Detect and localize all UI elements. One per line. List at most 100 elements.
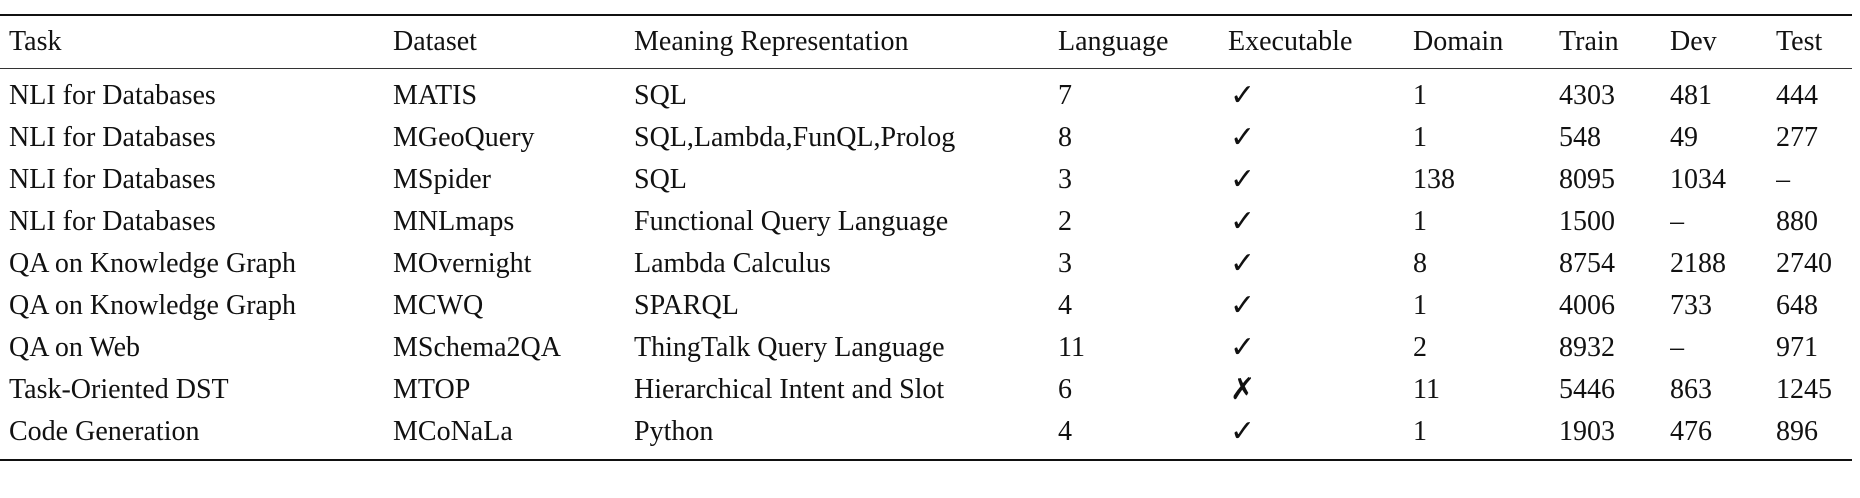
cell-test: 971 [1776,332,1818,363]
checkmark-icon: ✓ [1230,413,1256,449]
cell-test: – [1776,164,1790,195]
cell-task: QA on Knowledge Graph [9,248,296,279]
cell-dev: – [1670,332,1684,363]
cell-test: 896 [1776,416,1818,447]
cell-dataset: MCWQ [393,290,484,321]
cell-dataset: MTOP [393,374,471,405]
cell-language: 3 [1058,164,1072,195]
cell-domain: 1 [1413,416,1427,447]
cell-executable: ✓ [1228,201,1413,244]
cross-icon: ✗ [1230,371,1256,407]
cell-task: Code Generation [9,416,200,447]
cell-dataset: MSpider [393,164,491,195]
cell-train: 8932 [1559,332,1615,363]
cell-train: 548 [1559,122,1601,153]
table-row: QA on Web MSchema2QA ThingTalk Query Lan… [0,327,1852,369]
table-row: Code Generation MCoNaLa Python 4 ✓ 1 190… [0,411,1852,453]
cell-train: 4303 [1559,80,1615,111]
checkmark-icon: ✓ [1230,77,1256,113]
cell-dev: 49 [1670,122,1698,153]
table-row: NLI for Databases MNLmaps Functional Que… [0,201,1852,243]
cell-dev: 1034 [1670,164,1726,195]
cell-task: NLI for Databases [9,122,216,153]
cell-meaning-representation: Hierarchical Intent and Slot [634,374,945,405]
cell-language: 7 [1058,80,1072,111]
header-meaning-representation: Meaning Representation [634,26,909,57]
checkmark-icon: ✓ [1230,287,1256,323]
cell-dev: 2188 [1670,248,1726,279]
cell-domain: 138 [1413,164,1455,195]
cell-language: 11 [1058,332,1085,363]
cell-domain: 1 [1413,206,1427,237]
header-task: Task [9,26,62,57]
cell-meaning-representation: SQL [634,80,687,111]
table-row: QA on Knowledge Graph MOvernight Lambda … [0,243,1852,285]
header-test: Test [1776,26,1823,57]
cell-train: 4006 [1559,290,1615,321]
cell-executable: ✗ [1228,369,1413,412]
cell-dataset: MSchema2QA [393,332,561,363]
checkmark-icon: ✓ [1230,161,1256,197]
table-row: NLI for Databases MSpider SQL 3 ✓ 138 80… [0,159,1852,201]
cell-test: 1245 [1776,374,1832,405]
cell-meaning-representation: ThingTalk Query Language [634,332,945,363]
cell-train: 8754 [1559,248,1615,279]
cell-domain: 1 [1413,122,1427,153]
bottom-rule [0,459,1852,461]
header-language: Language [1058,26,1169,57]
cell-test: 444 [1776,80,1818,111]
cell-train: 8095 [1559,164,1615,195]
cell-executable: ✓ [1228,117,1413,160]
cell-meaning-representation: Lambda Calculus [634,248,831,279]
table-row: NLI for Databases MATIS SQL 7 ✓ 1 4303 4… [0,75,1852,117]
cell-task: QA on Web [9,332,141,363]
cell-meaning-representation: Python [634,416,714,447]
cell-dataset: MOvernight [393,248,532,279]
cell-executable: ✓ [1228,285,1413,328]
checkmark-icon: ✓ [1230,245,1256,281]
cell-task: NLI for Databases [9,164,216,195]
cell-language: 4 [1058,416,1072,447]
table-body: NLI for Databases MATIS SQL 7 ✓ 1 4303 4… [0,69,1852,459]
cell-meaning-representation: SQL,Lambda,FunQL,Prolog [634,122,956,153]
cell-executable: ✓ [1228,327,1413,370]
cell-test: 2740 [1776,248,1832,279]
cell-train: 5446 [1559,374,1615,405]
cell-executable: ✓ [1228,159,1413,202]
cell-executable: ✓ [1228,243,1413,286]
table-row: QA on Knowledge Graph MCWQ SPARQL 4 ✓ 1 … [0,285,1852,327]
cell-dev: 481 [1670,80,1712,111]
top-rule [0,14,1852,16]
cell-train: 1500 [1559,206,1615,237]
cell-domain: 8 [1413,248,1427,279]
checkmark-icon: ✓ [1230,119,1256,155]
cell-test: 648 [1776,290,1818,321]
cell-dev: 476 [1670,416,1712,447]
cell-domain: 1 [1413,80,1427,111]
cell-dev: 733 [1670,290,1712,321]
cell-domain: 1 [1413,290,1427,321]
cell-executable: ✓ [1228,75,1413,118]
cell-dataset: MNLmaps [393,206,515,237]
header-domain: Domain [1413,26,1504,57]
cell-executable: ✓ [1228,411,1413,454]
checkmark-icon: ✓ [1230,329,1256,365]
cell-meaning-representation: Functional Query Language [634,206,949,237]
header-executable: Executable [1228,26,1353,57]
cell-language: 2 [1058,206,1072,237]
cell-language: 6 [1058,374,1072,405]
checkmark-icon: ✓ [1230,203,1256,239]
cell-language: 4 [1058,290,1072,321]
cell-task: NLI for Databases [9,206,216,237]
header-dataset: Dataset [393,26,477,57]
cell-dataset: MGeoQuery [393,122,535,153]
cell-train: 1903 [1559,416,1615,447]
cell-test: 277 [1776,122,1818,153]
table-row: Task-Oriented DST MTOP Hierarchical Inte… [0,369,1852,411]
header-dev: Dev [1670,26,1717,57]
cell-domain: 11 [1413,374,1440,405]
cell-dev: – [1670,206,1684,237]
cell-meaning-representation: SPARQL [634,290,739,321]
header-rule [0,68,1852,69]
cell-dev: 863 [1670,374,1712,405]
